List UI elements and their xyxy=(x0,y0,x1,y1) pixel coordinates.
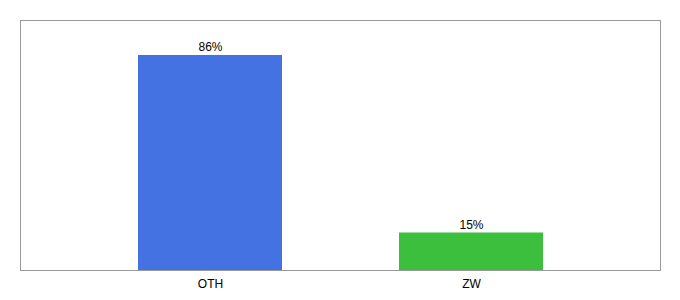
svg-text:OTH: OTH xyxy=(198,277,223,291)
svg-text:ZW: ZW xyxy=(462,277,481,291)
svg-text:15%: 15% xyxy=(459,218,483,232)
svg-text:86%: 86% xyxy=(198,40,222,54)
